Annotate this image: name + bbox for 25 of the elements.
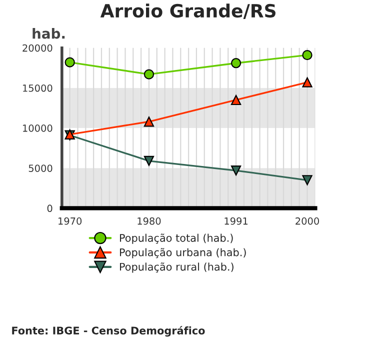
- legend-label: População urbana (hab.): [120, 248, 246, 258]
- x-tick-label: 1980: [138, 217, 161, 225]
- x-tick-label: 1991: [224, 217, 248, 225]
- source-note: Fonte: IBGE - Censo Demográfico: [12, 326, 205, 337]
- legend-label: População rural (hab.): [120, 262, 234, 273]
- point: [144, 156, 154, 166]
- point: [302, 175, 312, 186]
- x-tick-label: 1970: [58, 217, 82, 225]
- point: [230, 165, 242, 176]
- point: [302, 50, 312, 60]
- point: [230, 94, 242, 106]
- y-axis-title: hab.: [32, 28, 65, 39]
- chart-title: Arroio Grande/RS: [100, 4, 276, 20]
- y-tick-label: 15000: [23, 84, 52, 92]
- x-tick-label: 2000: [296, 217, 319, 225]
- y-tick-label: 10000: [23, 124, 52, 132]
- y-tick-label: 5000: [28, 164, 52, 172]
- point: [144, 116, 154, 127]
- point: [144, 69, 154, 80]
- point: [230, 58, 242, 68]
- y-tick-label: 20000: [22, 44, 52, 52]
- point: [64, 57, 75, 68]
- legend-label: População total (hab.): [120, 234, 233, 244]
- point: [302, 77, 312, 88]
- y-tick-label: 0: [47, 204, 52, 212]
